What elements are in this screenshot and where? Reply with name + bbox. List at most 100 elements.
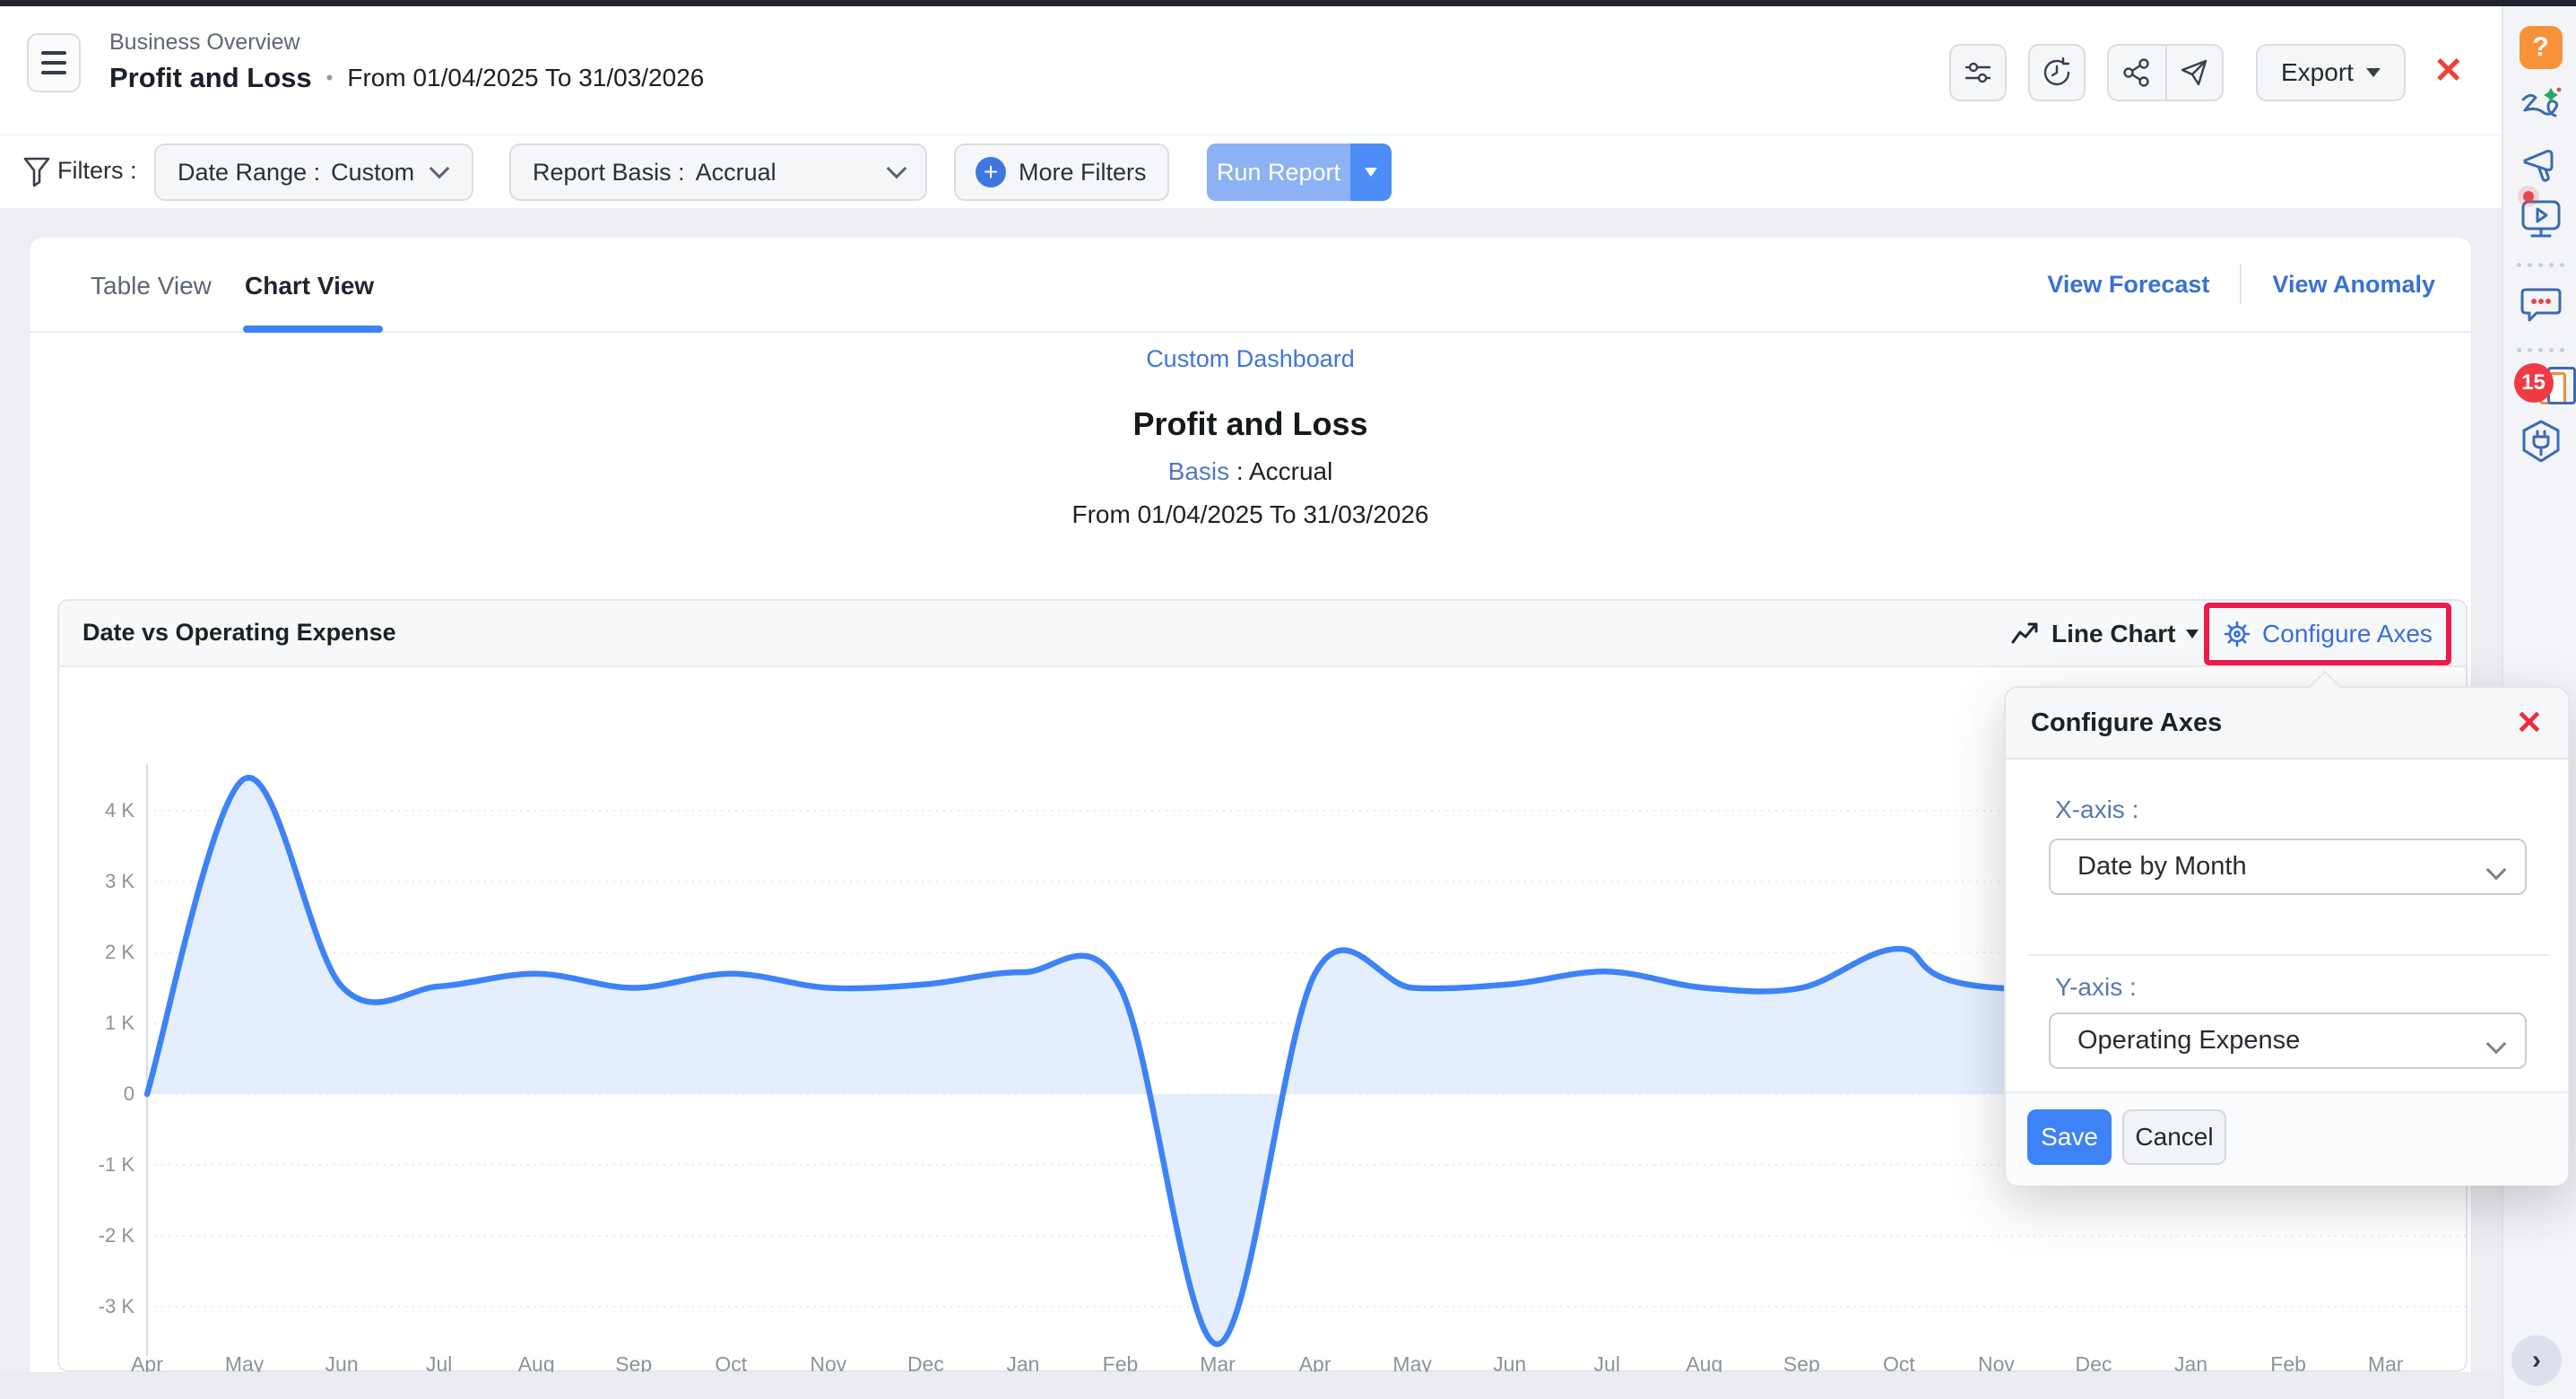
more-filters-button[interactable]: + More Filters bbox=[954, 143, 1169, 201]
basis-value: Accrual bbox=[1249, 457, 1332, 485]
share-button[interactable] bbox=[2109, 46, 2165, 100]
announcements-button[interactable] bbox=[2503, 144, 2576, 184]
save-button[interactable]: Save bbox=[2027, 1109, 2112, 1165]
popup-close-button[interactable]: ✕ bbox=[2516, 707, 2543, 739]
chart-card-header: Date vs Operating Expense Line Chart bbox=[59, 601, 2466, 667]
view-tab-bar: Table View Chart View View Forecast View… bbox=[30, 238, 2471, 333]
x-tick-label: Oct bbox=[1860, 1352, 1938, 1372]
gear-icon bbox=[2223, 620, 2251, 648]
x-axis-dropdown[interactable]: Date by Month bbox=[2049, 839, 2527, 895]
help-button[interactable]: ? bbox=[2503, 26, 2576, 69]
notification-dot bbox=[2523, 191, 2534, 202]
export-button[interactable]: Export bbox=[2256, 44, 2406, 101]
more-filters-label: More Filters bbox=[1019, 159, 1147, 187]
title-row: Profit and Loss • From 01/04/2025 To 31/… bbox=[109, 62, 704, 94]
report-title: Profit and Loss bbox=[30, 405, 2471, 443]
caret-down-icon bbox=[2366, 68, 2381, 77]
feedback-chat-button[interactable] bbox=[2503, 284, 2576, 327]
title-separator-dot: • bbox=[326, 66, 334, 90]
x-tick-label: Jun bbox=[1471, 1352, 1548, 1372]
filters-label: Filters : bbox=[57, 157, 137, 185]
header-date-range: From 01/04/2025 To 31/03/2026 bbox=[347, 64, 704, 92]
chevron-down-icon bbox=[887, 159, 907, 179]
zia-assistant-button[interactable] bbox=[2503, 85, 2576, 125]
y-tick-label: 4 K bbox=[59, 799, 134, 822]
chart-type-label: Line Chart bbox=[2051, 620, 2175, 648]
chevron-down-icon bbox=[429, 159, 450, 179]
filter-funnel-icon bbox=[23, 157, 50, 187]
zia-icon bbox=[2518, 85, 2564, 125]
page-header: Business Overview Profit and Loss • From… bbox=[0, 6, 2576, 135]
y-tick-label: -1 K bbox=[59, 1153, 134, 1177]
report-basis-filter[interactable]: Report Basis : Accrual bbox=[509, 143, 927, 201]
x-tick-label: Feb bbox=[1082, 1352, 1159, 1372]
custom-dashboard-link[interactable]: Custom Dashboard bbox=[30, 345, 2471, 373]
tab-chart-view[interactable]: Chart View bbox=[245, 272, 374, 300]
x-tick-label: May bbox=[1374, 1352, 1451, 1372]
x-tick-label: Sep bbox=[1763, 1352, 1840, 1372]
x-tick-label: Sep bbox=[595, 1352, 672, 1372]
y-tick-label: 1 K bbox=[59, 1012, 134, 1035]
active-tab-underline bbox=[243, 326, 383, 333]
customize-report-button[interactable] bbox=[1949, 44, 2007, 101]
cancel-button[interactable]: Cancel bbox=[2122, 1109, 2226, 1165]
refresh-button[interactable] bbox=[2028, 44, 2086, 101]
y-axis-field-label: Y-axis : bbox=[2055, 973, 2137, 1002]
chevron-right-icon: › bbox=[2532, 1345, 2541, 1376]
view-forecast-link[interactable]: View Forecast bbox=[2047, 271, 2209, 299]
close-report-button[interactable]: ✕ bbox=[2433, 53, 2464, 89]
y-tick-label: 0 bbox=[59, 1082, 134, 1106]
x-axis-field-label: X-axis : bbox=[2055, 795, 2138, 824]
hamburger-menu-button[interactable] bbox=[27, 33, 81, 92]
hexagon-plug-icon bbox=[2518, 419, 2564, 464]
report-basis-value: Accrual bbox=[696, 159, 776, 187]
y-axis-dropdown[interactable]: Operating Expense bbox=[2049, 1012, 2527, 1069]
x-tick-label: Mar bbox=[2347, 1352, 2424, 1372]
view-links: View Forecast View Anomaly bbox=[2047, 265, 2435, 304]
x-tick-label: Aug bbox=[498, 1352, 575, 1372]
send-button[interactable] bbox=[2165, 46, 2222, 100]
view-anomaly-link[interactable]: View Anomaly bbox=[2272, 271, 2435, 299]
chart-title: Date vs Operating Expense bbox=[82, 619, 396, 647]
chevron-down-icon bbox=[2486, 1033, 2507, 1054]
export-label: Export bbox=[2281, 58, 2354, 87]
scroll-right-button[interactable]: › bbox=[2511, 1335, 2562, 1386]
y-tick-label: 3 K bbox=[59, 870, 134, 893]
line-chart-icon bbox=[2010, 621, 2041, 647]
breadcrumb[interactable]: Business Overview bbox=[109, 30, 300, 56]
configure-axes-button-highlighted[interactable]: Configure Axes bbox=[2204, 603, 2451, 665]
x-tick-label: Dec bbox=[887, 1352, 964, 1372]
x-tick-label: Jul bbox=[401, 1352, 478, 1372]
y-tick-label: 2 K bbox=[59, 941, 134, 964]
run-report-dropdown-button[interactable] bbox=[1350, 143, 1392, 201]
notifications-button[interactable]: 15 bbox=[2503, 363, 2576, 412]
report-period: From 01/04/2025 To 31/03/2026 bbox=[30, 500, 2471, 529]
plus-circle-icon: + bbox=[976, 157, 1006, 187]
integrations-button[interactable] bbox=[2503, 419, 2576, 464]
run-report-button[interactable]: Run Report bbox=[1207, 143, 1350, 201]
filter-bar: Filters : Date Range : Custom Report Bas… bbox=[0, 135, 2576, 209]
x-tick-label: Mar bbox=[1179, 1352, 1256, 1372]
x-tick-label: Jan bbox=[2153, 1352, 2230, 1372]
x-tick-label: Oct bbox=[692, 1352, 769, 1372]
report-basis-line: Basis : Accrual bbox=[30, 457, 2471, 486]
x-tick-label: Dec bbox=[2055, 1352, 2132, 1372]
tab-table-view[interactable]: Table View bbox=[91, 272, 212, 300]
x-axis-selected-value: Date by Month bbox=[2077, 852, 2247, 882]
configure-axes-popup: Configure Axes ✕ X-axis : Date by Month … bbox=[2004, 686, 2570, 1186]
report-heading-block: Custom Dashboard Profit and Loss Basis :… bbox=[30, 345, 2471, 529]
popup-title: Configure Axes bbox=[2031, 708, 2222, 738]
chart-type-dropdown[interactable]: Line Chart bbox=[2010, 601, 2199, 667]
links-divider bbox=[2240, 265, 2242, 304]
bottom-scroll-gutter bbox=[0, 1372, 2502, 1399]
x-tick-label: Jun bbox=[303, 1352, 380, 1372]
x-tick-label: Apr bbox=[1277, 1352, 1354, 1372]
sliders-icon bbox=[1963, 57, 1993, 88]
x-tick-label: Nov bbox=[790, 1352, 867, 1372]
demo-videos-button[interactable] bbox=[2503, 198, 2576, 246]
date-range-filter[interactable]: Date Range : Custom bbox=[154, 143, 473, 201]
chat-dots-icon bbox=[2519, 284, 2563, 327]
run-report-split-button: Run Report bbox=[1207, 143, 1392, 201]
refresh-clock-icon bbox=[2041, 56, 2073, 89]
date-range-value: Custom bbox=[331, 159, 414, 187]
